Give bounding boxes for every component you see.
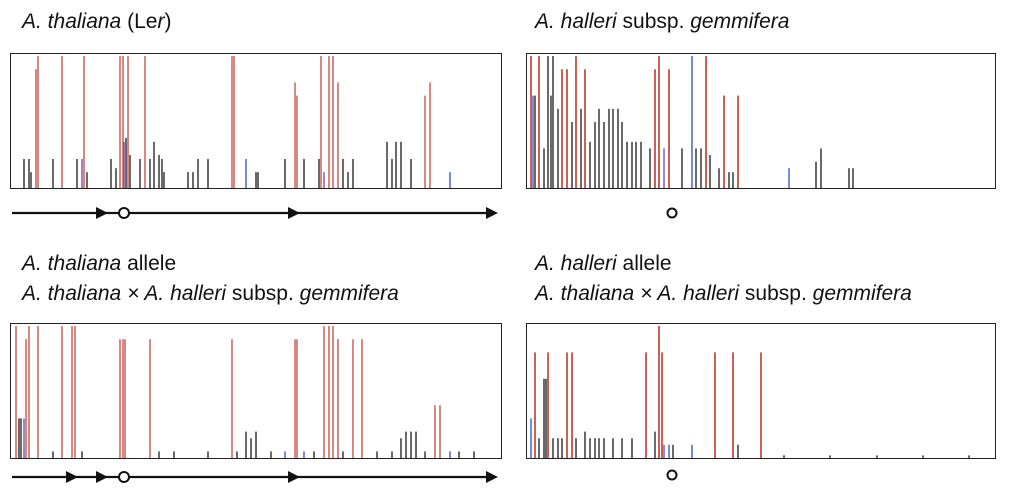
arrowhead-end [486,207,498,219]
centromere-marker [118,471,130,483]
gene-axis-bottom [12,471,498,483]
bars-svg [23,56,451,188]
panel-title-1: A. thaliana (Ler) [22,10,172,33]
bars-svg [530,326,970,458]
centromere-marker-right-top [666,207,678,219]
panel-title-4: A. halleri allele A. thaliana × A. haller… [535,252,912,305]
centromere-marker [118,207,130,219]
panel-title-3: A. thaliana allele A. thaliana × A. halle… [22,252,399,305]
gene-axis-top [12,207,498,219]
chart-panel-thaliana-allele [10,323,502,459]
chart-panel-halleri-allele [526,323,996,459]
chart-panel-thaliana-ler [10,53,502,189]
arrowhead-2 [288,207,300,219]
centromere-marker-right-bottom [666,469,678,481]
bars-svg [530,56,854,188]
arrowhead-1 [96,207,108,219]
bars-svg [15,326,475,458]
chart-panel-halleri-gemmifera [526,53,996,189]
panel-title-2: A. halleri subsp. gemmifera [535,10,790,33]
